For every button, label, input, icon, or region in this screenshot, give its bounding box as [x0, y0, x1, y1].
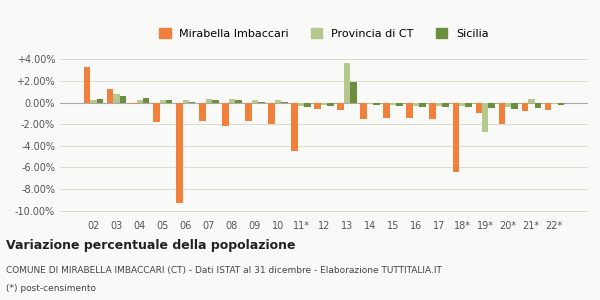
- Bar: [557, 103, 564, 105]
- Bar: [466, 103, 472, 107]
- Bar: [91, 100, 97, 103]
- Bar: [545, 103, 551, 110]
- Bar: [166, 100, 172, 103]
- Bar: [189, 101, 196, 103]
- Bar: [212, 100, 218, 103]
- Text: (*) post-censimento: (*) post-censimento: [6, 284, 96, 293]
- Bar: [521, 103, 528, 111]
- Bar: [176, 103, 182, 203]
- Bar: [442, 103, 449, 107]
- Bar: [535, 103, 541, 108]
- Bar: [482, 103, 488, 132]
- Bar: [281, 101, 287, 103]
- Bar: [258, 101, 265, 103]
- Bar: [373, 103, 380, 105]
- Bar: [511, 103, 518, 109]
- Bar: [350, 82, 357, 103]
- Bar: [488, 103, 495, 108]
- Bar: [321, 103, 327, 105]
- Bar: [499, 103, 505, 124]
- Bar: [314, 103, 321, 109]
- Bar: [107, 88, 113, 103]
- Bar: [344, 63, 350, 103]
- Bar: [84, 67, 91, 103]
- Bar: [551, 103, 557, 104]
- Bar: [476, 103, 482, 113]
- Bar: [419, 103, 426, 107]
- Text: COMUNE DI MIRABELLA IMBACCARI (CT) - Dati ISTAT al 31 dicembre - Elaborazione TU: COMUNE DI MIRABELLA IMBACCARI (CT) - Dat…: [6, 266, 442, 275]
- Bar: [361, 103, 367, 119]
- Bar: [229, 99, 235, 103]
- Bar: [452, 103, 459, 172]
- Bar: [206, 99, 212, 103]
- Bar: [430, 103, 436, 119]
- Legend: Mirabella Imbaccari, Provincia di CT, Sicilia: Mirabella Imbaccari, Provincia di CT, Si…: [155, 24, 493, 44]
- Bar: [120, 96, 127, 103]
- Text: Variazione percentuale della popolazione: Variazione percentuale della popolazione: [6, 239, 296, 252]
- Bar: [397, 103, 403, 106]
- Bar: [245, 103, 251, 121]
- Bar: [143, 98, 149, 103]
- Bar: [327, 103, 334, 106]
- Bar: [275, 100, 281, 103]
- Bar: [97, 99, 103, 103]
- Bar: [528, 99, 535, 103]
- Bar: [291, 103, 298, 151]
- Bar: [337, 103, 344, 110]
- Bar: [199, 103, 206, 121]
- Bar: [222, 103, 229, 126]
- Bar: [383, 103, 390, 118]
- Bar: [436, 103, 442, 106]
- Bar: [182, 100, 189, 103]
- Bar: [406, 103, 413, 118]
- Bar: [390, 103, 397, 105]
- Bar: [367, 103, 373, 104]
- Bar: [137, 100, 143, 103]
- Bar: [160, 100, 166, 103]
- Bar: [130, 103, 137, 104]
- Bar: [235, 100, 242, 103]
- Bar: [298, 103, 304, 106]
- Bar: [251, 100, 258, 103]
- Bar: [113, 94, 120, 103]
- Bar: [413, 103, 419, 106]
- Bar: [153, 103, 160, 122]
- Bar: [268, 103, 275, 124]
- Bar: [304, 103, 311, 107]
- Bar: [505, 103, 511, 107]
- Bar: [459, 103, 466, 106]
